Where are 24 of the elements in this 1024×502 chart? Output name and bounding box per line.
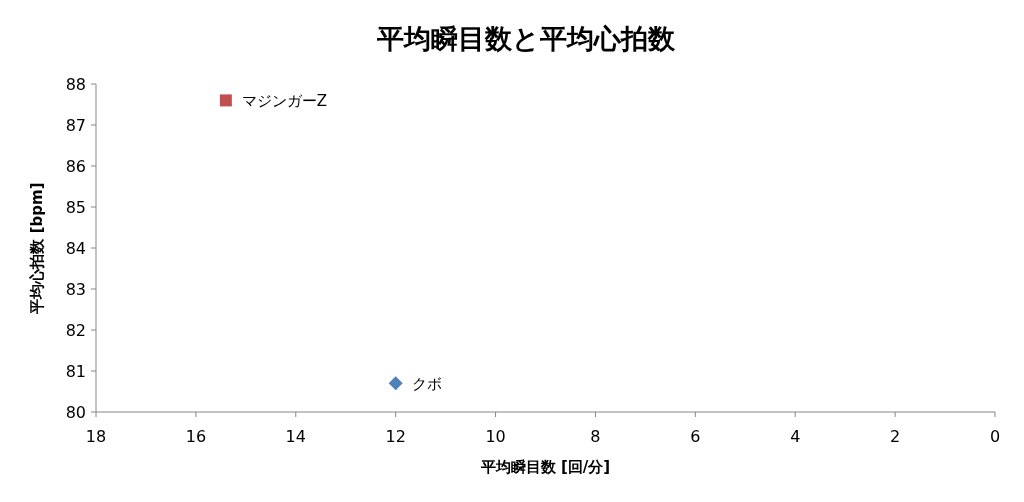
chart-title: 平均瞬目数と平均心拍数 bbox=[375, 23, 676, 54]
series-label: マジンガーZ bbox=[241, 92, 328, 111]
x-tick-label: 18 bbox=[85, 427, 107, 446]
x-tick-label: 0 bbox=[989, 427, 1001, 446]
y-tick-label: 82 bbox=[65, 321, 86, 340]
x-tick-label: 14 bbox=[285, 427, 306, 446]
y-tick-label: 88 bbox=[65, 75, 86, 94]
y-tick-label: 85 bbox=[65, 198, 86, 217]
x-tick-label: 12 bbox=[385, 427, 406, 446]
x-tick-label: 2 bbox=[890, 427, 901, 446]
y-axis-title: 平均心拍数 [bpm] bbox=[28, 182, 46, 315]
y-tick-label: 83 bbox=[65, 280, 86, 299]
x-tick-label: 6 bbox=[690, 427, 701, 446]
x-tick-label: 16 bbox=[185, 427, 207, 446]
x-tick-label: 4 bbox=[790, 427, 801, 446]
x-tick-label: 8 bbox=[590, 427, 601, 446]
series-label: クボ bbox=[411, 375, 442, 394]
y-tick-label: 87 bbox=[65, 116, 86, 135]
y-tick-label: 86 bbox=[65, 157, 86, 176]
y-tick-label: 81 bbox=[65, 362, 86, 381]
y-tick-label: 84 bbox=[65, 239, 86, 258]
x-axis-title: 平均瞬目数 [回/分] bbox=[479, 458, 611, 476]
y-tick-label: 80 bbox=[65, 403, 86, 422]
x-tick-label: 10 bbox=[485, 427, 506, 446]
